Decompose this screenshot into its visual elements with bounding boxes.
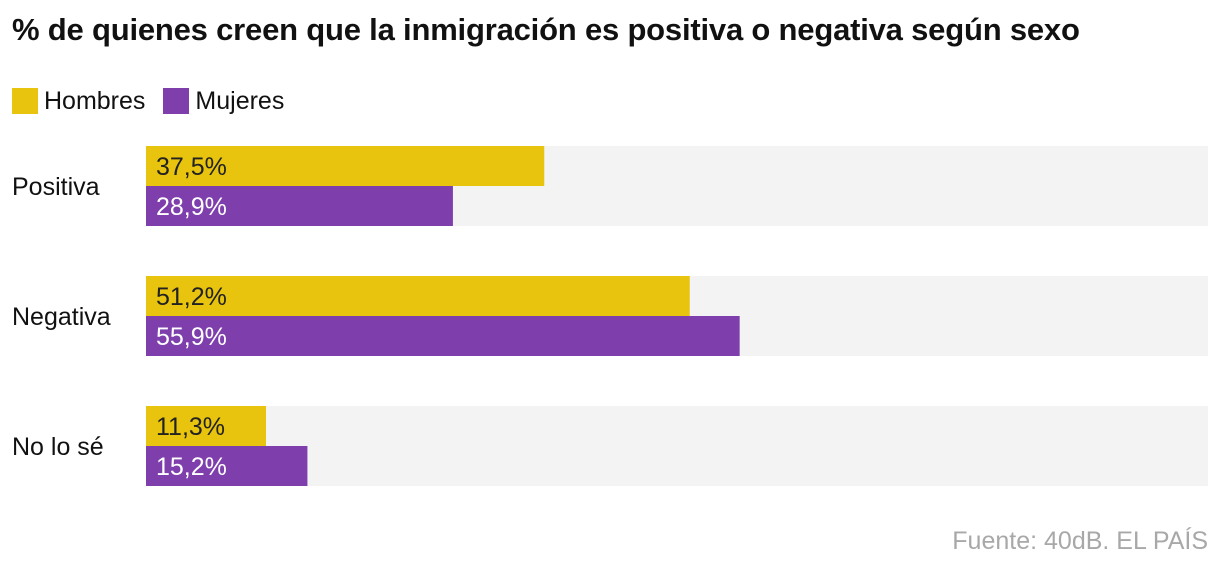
- data-label-negativa-hombres: 51,2%: [156, 283, 227, 311]
- bar-negativa-mujeres: [146, 316, 740, 356]
- source-note: Fuente: 40dB. EL PAÍS: [952, 527, 1208, 555]
- legend-label-mujeres: Mujeres: [195, 86, 285, 115]
- category-label-positiva: Positiva: [12, 173, 100, 201]
- bar-track-no-lo-se: [146, 406, 1208, 486]
- legend-swatch-hombres: [12, 88, 38, 114]
- bar-negativa-hombres: [146, 276, 690, 316]
- legend: Hombres Mujeres: [12, 86, 302, 116]
- category-label-negativa: Negativa: [12, 303, 111, 331]
- data-label-negativa-mujeres: 55,9%: [156, 323, 227, 351]
- bar-positiva-mujeres: [146, 186, 453, 226]
- legend-item-mujeres: Mujeres: [163, 87, 284, 116]
- bar-no-lo-se-hombres: [146, 406, 267, 446]
- data-label-positiva-mujeres: 28,9%: [156, 193, 227, 221]
- bar-positiva-hombres: [146, 146, 545, 186]
- legend-label-hombres: Hombres: [44, 86, 146, 115]
- data-label-no-lo-se-hombres: 11,3%: [156, 413, 225, 441]
- bar-no-lo-se-mujeres: [146, 446, 308, 486]
- category-label-no-lo-se: No lo sé: [12, 433, 104, 461]
- legend-item-hombres: Hombres: [12, 87, 145, 116]
- data-label-positiva-hombres: 37,5%: [156, 153, 227, 181]
- legend-swatch-mujeres: [163, 88, 190, 114]
- data-label-no-lo-se-mujeres: 15,2%: [156, 453, 227, 481]
- chart-title: % de quienes creen que la inmigración es…: [12, 12, 1080, 47]
